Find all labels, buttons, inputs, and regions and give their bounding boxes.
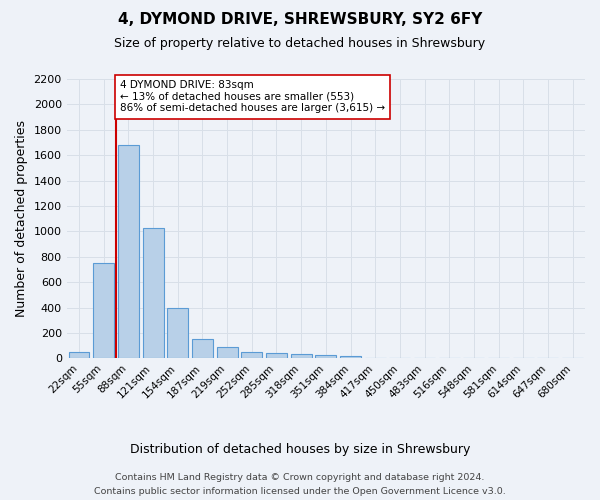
Bar (167, 308, 188, 358)
Y-axis label: Number of detached properties: Number of detached properties (15, 120, 28, 317)
Bar (192, 339, 213, 358)
Bar (68, 352, 89, 358)
Bar (93, 263, 114, 358)
Text: Size of property relative to detached houses in Shrewsbury: Size of property relative to detached ho… (115, 38, 485, 51)
Bar (290, 354, 311, 358)
Text: Distribution of detached houses by size in Shrewsbury: Distribution of detached houses by size … (130, 442, 470, 456)
Bar (143, 228, 164, 358)
Text: 4 DYMOND DRIVE: 83sqm
← 13% of detached houses are smaller (553)
86% of semi-det: 4 DYMOND DRIVE: 83sqm ← 13% of detached … (120, 80, 385, 114)
Text: Contains public sector information licensed under the Open Government Licence v3: Contains public sector information licen… (94, 488, 506, 496)
Bar (241, 352, 262, 358)
Bar (316, 355, 337, 358)
Bar (266, 353, 287, 358)
Bar (118, 145, 139, 358)
Bar (340, 356, 361, 358)
Text: Contains HM Land Registry data © Crown copyright and database right 2024.: Contains HM Land Registry data © Crown c… (115, 472, 485, 482)
Bar (217, 348, 238, 358)
Text: 4, DYMOND DRIVE, SHREWSBURY, SY2 6FY: 4, DYMOND DRIVE, SHREWSBURY, SY2 6FY (118, 12, 482, 28)
